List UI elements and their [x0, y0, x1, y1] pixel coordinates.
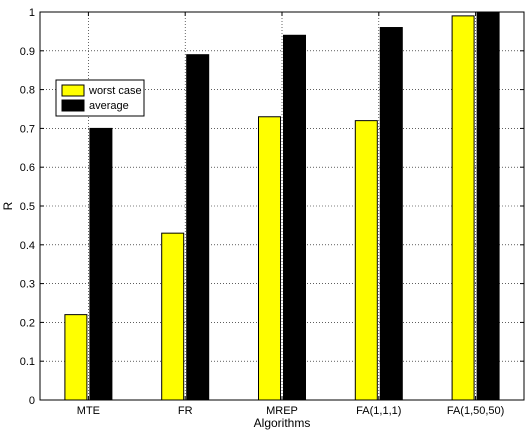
x-tick-label: FR [178, 405, 193, 417]
y-axis-title: R [1, 201, 15, 210]
y-tick-label: 0 [29, 395, 35, 407]
y-tick-label: 1 [29, 7, 35, 19]
axis-ticks: 0 0.1 0.2 0.3 0.4 0.5 0.6 0.7 0.8 0.9 1 MTE FR MREP FA… [20, 7, 524, 417]
bar-average-fa-1-50-50- [476, 11, 500, 401]
x-tick-label: MTE [77, 405, 100, 417]
y-tick-label: 0.7 [20, 123, 35, 135]
y-tick-label: 0.2 [20, 317, 35, 329]
y-tick-label: 0.3 [20, 279, 35, 291]
y-tick-label: 0.8 [20, 85, 35, 97]
legend-label-average: average [89, 100, 129, 112]
legend-swatch-worst-case [61, 84, 85, 97]
y-tick-label: 0.9 [20, 46, 35, 58]
bar-worst-case-mte [64, 314, 88, 401]
bar-worst-case-fa-1-1-1- [354, 120, 378, 401]
bar-worst-case-fa-1-50-50- [451, 15, 475, 401]
bar-average-mte [89, 127, 113, 401]
x-tick-label: MREP [266, 405, 298, 417]
y-tick-label: 0.6 [20, 162, 35, 174]
x-tick-label: FA(1,50,50) [447, 405, 504, 417]
bar-worst-case-mrep [258, 116, 281, 401]
bars [64, 11, 500, 401]
grid-lines [40, 12, 524, 400]
y-tick-label: 0.4 [20, 240, 35, 252]
y-tick-label: 0.1 [20, 356, 35, 368]
y-tick-label: 0.5 [20, 201, 35, 213]
bar-average-fa-1-1-1- [379, 27, 403, 401]
x-axis-title: Algorithms [254, 416, 311, 430]
legend-label-worst-case: worst case [88, 85, 142, 97]
legend-swatch-average [61, 99, 85, 112]
bar-average-mrep [283, 34, 306, 401]
legend: worst case average [55, 79, 145, 117]
bar-average-fr [186, 54, 210, 401]
bar-worst-case-fr [161, 232, 185, 401]
x-tick-label: FA(1,1,1) [356, 405, 401, 417]
